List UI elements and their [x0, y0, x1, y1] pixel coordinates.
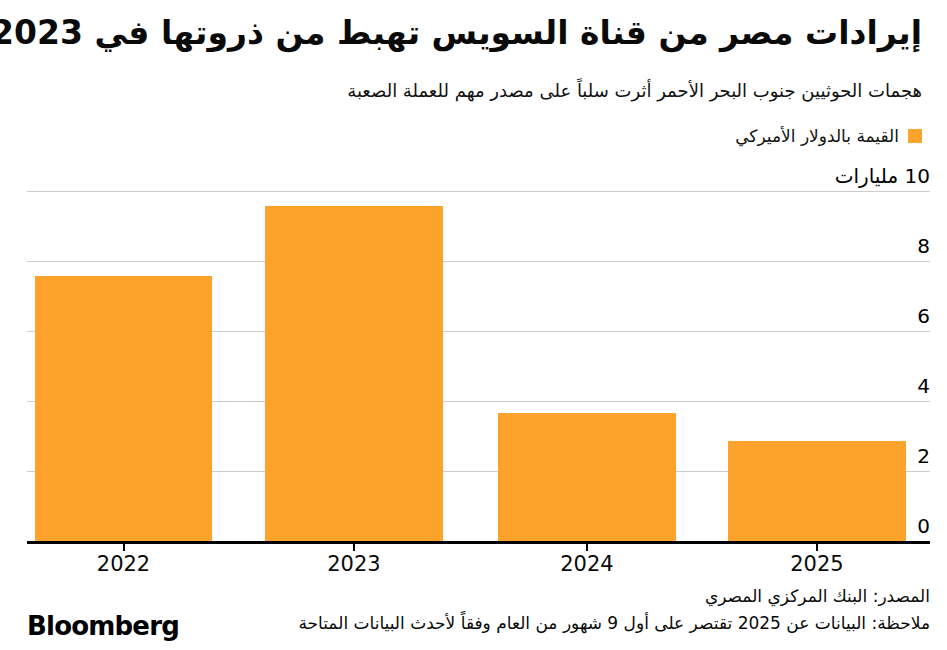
note-line: ملاحظة: البيانات عن 2025 تقتصر على أول 9…: [200, 610, 930, 637]
x-axis-tick: [816, 543, 818, 551]
chart-page: إيرادات مصر من قناة السويس تهبط من ذروته…: [0, 0, 947, 650]
plot-area: 0246810 مليارات2022202320242025: [27, 192, 930, 542]
x-axis-line: [27, 541, 930, 544]
chart-legend: القيمة بالدولار الأميركي: [735, 126, 922, 146]
bloomberg-logo: Bloomberg: [27, 611, 179, 641]
bar-2022: [35, 276, 213, 542]
x-axis-tick: [586, 543, 588, 551]
source-line: المصدر: البنك المركزي المصري: [200, 583, 930, 610]
y-axis-tick-label: 2: [917, 446, 930, 466]
legend-label: القيمة بالدولار الأميركي: [735, 126, 899, 146]
chart-footer: المصدر: البنك المركزي المصري ملاحظة: الب…: [200, 583, 930, 637]
y-axis-tick-label: 10 مليارات: [835, 166, 930, 186]
bar-2025: [728, 441, 906, 543]
bar-2024: [498, 413, 676, 543]
x-axis-label-2023: 2023: [327, 554, 380, 575]
y-axis-tick-label: 0: [917, 516, 930, 536]
y-axis-tick-label: 4: [917, 376, 930, 396]
chart-subtitle: هجمات الحوثيين جنوب البحر الأحمر أثرت سل…: [20, 80, 922, 101]
x-axis-label-2025: 2025: [790, 554, 843, 575]
x-axis-label-2022: 2022: [97, 554, 150, 575]
legend-swatch-icon: [908, 129, 922, 143]
gridline: [27, 191, 930, 192]
x-axis-tick: [353, 543, 355, 551]
bar-2023: [265, 206, 443, 542]
y-axis-tick-label: 6: [917, 306, 930, 326]
x-axis-tick: [123, 543, 125, 551]
gridline: [27, 261, 930, 262]
chart-title: إيرادات مصر من قناة السويس تهبط من ذروته…: [20, 13, 922, 52]
x-axis-label-2024: 2024: [560, 554, 613, 575]
y-axis-tick-label: 8: [917, 236, 930, 256]
